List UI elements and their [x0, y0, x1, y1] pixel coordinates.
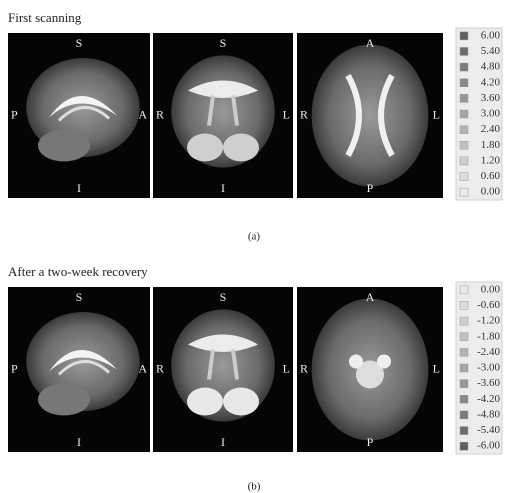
legend-label: -1.20 — [477, 315, 500, 327]
orient-top: S — [220, 290, 227, 304]
orient-left: R — [300, 107, 308, 121]
legend-swatch — [460, 333, 468, 341]
orient-right: L — [283, 107, 290, 121]
legend-label: -4.20 — [477, 393, 500, 405]
legend-swatch — [460, 364, 468, 372]
panel-caption: (b) — [248, 481, 261, 493]
cerebellum-r — [223, 388, 259, 416]
legend-swatch — [460, 63, 468, 71]
pons-l — [349, 355, 363, 369]
legend-label: 3.60 — [481, 92, 501, 104]
legend-label: 3.00 — [481, 108, 501, 120]
legend-label: -3.00 — [477, 362, 500, 374]
orient-right: A — [138, 107, 147, 121]
orient-bottom: I — [77, 181, 81, 195]
legend-label: 0.60 — [481, 170, 501, 182]
panel-title: After a two-week recovery — [8, 264, 148, 279]
orient-bottom: P — [367, 181, 374, 195]
legend-label: 5.40 — [481, 45, 501, 57]
legend-label: 0.00 — [481, 283, 501, 295]
orient-right: L — [283, 361, 290, 375]
brain-view: A P R L — [297, 287, 443, 452]
cerebellum-l — [187, 388, 223, 416]
brain-view: S I P A — [8, 33, 150, 198]
cerebellum-r — [223, 134, 259, 162]
legend-swatch — [460, 301, 468, 309]
legend-label: 1.80 — [481, 139, 501, 151]
legend-swatch — [460, 427, 468, 435]
legend-swatch — [460, 411, 468, 419]
orient-top: S — [76, 36, 83, 50]
orient-left: R — [156, 361, 164, 375]
orient-top: A — [366, 290, 375, 304]
legend-label: -0.60 — [477, 299, 500, 311]
legend-swatch — [460, 157, 468, 165]
page: {"panels": [ {"title": "First scanning",… — [0, 0, 508, 493]
legend-swatch — [460, 348, 468, 356]
legend-label: -3.60 — [477, 377, 500, 389]
orient-bottom: I — [221, 181, 225, 195]
legend-label: -5.40 — [477, 424, 500, 436]
legend: 6.00 5.40 4.80 4.20 3.60 3.00 2.40 1.80 1.20 0.60… — [456, 28, 502, 200]
legend-label: -2.40 — [477, 346, 500, 358]
panel-caption: (a) — [248, 231, 261, 243]
legend-label: 4.80 — [481, 61, 501, 73]
orient-right: L — [433, 107, 440, 121]
orient-left: P — [11, 107, 18, 121]
legend-swatch — [460, 442, 468, 450]
orient-left: R — [300, 361, 308, 375]
legend-swatch — [460, 380, 468, 388]
brain-axial — [312, 45, 429, 187]
brain-view: S I R L — [153, 287, 293, 452]
figure: First scanningSIPASIRLAPRL6.005.404.804.… — [0, 0, 508, 493]
cerebellum — [38, 384, 90, 416]
orient-right: L — [433, 361, 440, 375]
brain-coronal — [171, 309, 275, 421]
orient-bottom: I — [77, 435, 81, 449]
brain-view: A P R L — [297, 33, 443, 198]
orient-bottom: P — [367, 435, 374, 449]
legend-swatch — [460, 94, 468, 102]
brain-view: S I P A — [8, 287, 150, 452]
legend-label: 0.00 — [481, 186, 501, 198]
legend-label: 2.40 — [481, 123, 501, 135]
legend-label: -1.80 — [477, 330, 500, 342]
legend-label: 6.00 — [481, 29, 501, 41]
brain-coronal — [171, 55, 275, 167]
legend-swatch — [460, 47, 468, 55]
orient-left: R — [156, 107, 164, 121]
legend-label: -6.00 — [477, 440, 500, 452]
legend-swatch — [460, 395, 468, 403]
legend-swatch — [460, 110, 468, 118]
brain-view: S I R L — [153, 33, 293, 198]
legend-swatch — [460, 317, 468, 325]
legend-swatch — [460, 32, 468, 40]
orient-top: S — [220, 36, 227, 50]
orient-top: A — [366, 36, 375, 50]
legend-swatch — [460, 141, 468, 149]
cerebellum-l — [187, 134, 223, 162]
orient-right: A — [138, 361, 147, 375]
orient-top: S — [76, 290, 83, 304]
legend-swatch — [460, 173, 468, 181]
panel-title: First scanning — [8, 10, 82, 25]
pons-r — [377, 355, 391, 369]
legend-swatch — [460, 126, 468, 134]
legend-swatch — [460, 286, 468, 294]
orient-bottom: I — [221, 435, 225, 449]
legend-label: 4.20 — [481, 76, 501, 88]
orient-left: P — [11, 361, 18, 375]
legend: 0.00 -0.60 -1.20 -1.80 -2.40 -3.00 -3.60 -4.20 -… — [456, 282, 502, 454]
cerebellum — [38, 130, 90, 162]
legend-swatch — [460, 79, 468, 87]
legend-swatch — [460, 188, 468, 196]
legend-label: -4.80 — [477, 408, 500, 420]
legend-label: 1.20 — [481, 154, 501, 166]
